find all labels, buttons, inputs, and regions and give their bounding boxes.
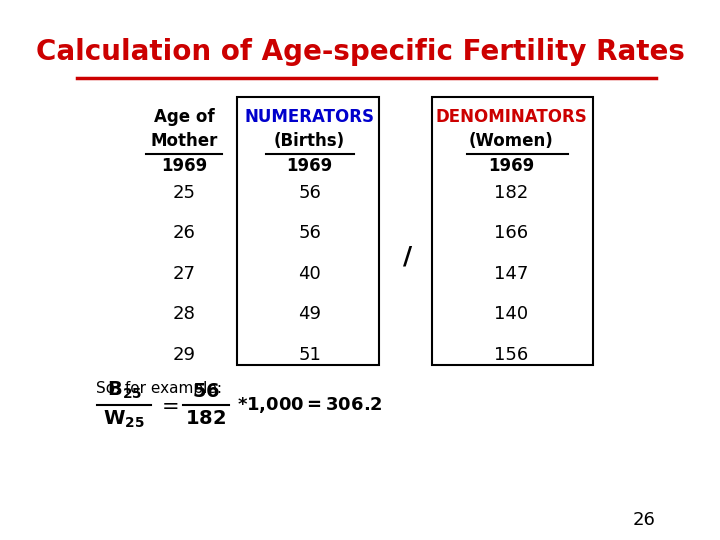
Text: 1969: 1969 <box>488 157 534 174</box>
Text: $\mathbf{*1{,}000 = 306.2}$: $\mathbf{*1{,}000 = 306.2}$ <box>238 395 382 415</box>
Text: 26: 26 <box>633 511 656 529</box>
Text: 28: 28 <box>172 305 195 323</box>
Text: 140: 140 <box>494 305 528 323</box>
Text: 40: 40 <box>298 265 321 282</box>
Text: (Women): (Women) <box>469 132 554 150</box>
Text: 51: 51 <box>298 346 321 363</box>
Text: Age of: Age of <box>153 108 214 126</box>
Text: 27: 27 <box>172 265 195 282</box>
Text: 56: 56 <box>298 224 321 242</box>
Text: 56: 56 <box>298 184 321 201</box>
Text: DENOMINATORS: DENOMINATORS <box>435 108 587 126</box>
Text: $\mathbf{182}$: $\mathbf{182}$ <box>185 409 226 428</box>
Text: 182: 182 <box>494 184 528 201</box>
Text: Mother: Mother <box>150 132 217 150</box>
Text: /: / <box>402 245 412 268</box>
Text: $\mathbf{56}$: $\mathbf{56}$ <box>192 382 220 401</box>
Text: 156: 156 <box>494 346 528 363</box>
Text: NUMERATORS: NUMERATORS <box>245 108 374 126</box>
Text: 166: 166 <box>494 224 528 242</box>
Text: 1969: 1969 <box>287 157 333 174</box>
Text: 29: 29 <box>172 346 195 363</box>
Text: $\mathbf{B_{25}}$: $\mathbf{B_{25}}$ <box>107 380 142 401</box>
Text: (Births): (Births) <box>274 132 345 150</box>
Text: 25: 25 <box>172 184 195 201</box>
Text: 1969: 1969 <box>161 157 207 174</box>
Text: 147: 147 <box>494 265 528 282</box>
Text: $\mathbf{W_{25}}$: $\mathbf{W_{25}}$ <box>103 409 145 430</box>
Text: 49: 49 <box>298 305 321 323</box>
Text: 26: 26 <box>172 224 195 242</box>
Text: $=$: $=$ <box>158 395 179 415</box>
Text: So, for example:: So, for example: <box>96 381 222 396</box>
Text: Calculation of Age-specific Fertility Rates: Calculation of Age-specific Fertility Ra… <box>35 38 685 66</box>
